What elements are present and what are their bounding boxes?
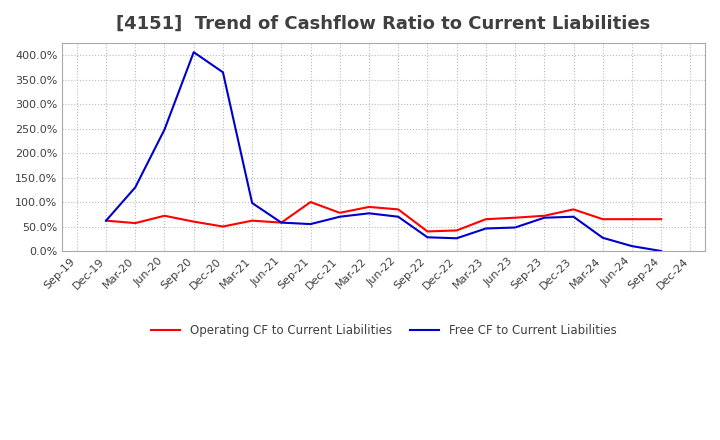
Free CF to Current Liabilities — [394, 214, 402, 220]
Free CF to Current Liabilities — [277, 220, 286, 225]
Operating CF to Current Liabilities — [452, 228, 461, 233]
Line: Operating CF to Current Liabilities: Operating CF to Current Liabilities — [106, 202, 661, 231]
Free CF to Current Liabilities — [160, 127, 168, 132]
Operating CF to Current Liabilities — [482, 216, 490, 222]
Free CF to Current Liabilities — [598, 235, 607, 240]
Operating CF to Current Liabilities — [657, 216, 665, 222]
Operating CF to Current Liabilities — [510, 215, 519, 220]
Operating CF to Current Liabilities — [570, 207, 578, 212]
Free CF to Current Liabilities — [189, 50, 198, 55]
Free CF to Current Liabilities — [452, 236, 461, 241]
Title: [4151]  Trend of Cashflow Ratio to Current Liabilities: [4151] Trend of Cashflow Ratio to Curren… — [117, 15, 651, 33]
Free CF to Current Liabilities — [510, 225, 519, 230]
Operating CF to Current Liabilities — [219, 224, 228, 229]
Free CF to Current Liabilities — [131, 185, 140, 190]
Operating CF to Current Liabilities — [394, 207, 402, 212]
Operating CF to Current Liabilities — [248, 218, 256, 223]
Operating CF to Current Liabilities — [423, 229, 432, 234]
Free CF to Current Liabilities — [570, 214, 578, 220]
Free CF to Current Liabilities — [365, 211, 374, 216]
Operating CF to Current Liabilities — [189, 219, 198, 224]
Free CF to Current Liabilities — [102, 218, 110, 223]
Free CF to Current Liabilities — [628, 243, 636, 249]
Operating CF to Current Liabilities — [131, 220, 140, 226]
Free CF to Current Liabilities — [336, 214, 344, 220]
Free CF to Current Liabilities — [657, 248, 665, 253]
Free CF to Current Liabilities — [540, 215, 549, 220]
Operating CF to Current Liabilities — [306, 199, 315, 205]
Operating CF to Current Liabilities — [277, 220, 286, 225]
Free CF to Current Liabilities — [423, 235, 432, 240]
Free CF to Current Liabilities — [219, 70, 228, 75]
Operating CF to Current Liabilities — [336, 210, 344, 216]
Free CF to Current Liabilities — [248, 200, 256, 205]
Operating CF to Current Liabilities — [628, 216, 636, 222]
Operating CF to Current Liabilities — [160, 213, 168, 218]
Free CF to Current Liabilities — [482, 226, 490, 231]
Operating CF to Current Liabilities — [540, 213, 549, 218]
Legend: Operating CF to Current Liabilities, Free CF to Current Liabilities: Operating CF to Current Liabilities, Fre… — [146, 319, 621, 342]
Operating CF to Current Liabilities — [365, 204, 374, 209]
Free CF to Current Liabilities — [306, 221, 315, 227]
Operating CF to Current Liabilities — [598, 216, 607, 222]
Operating CF to Current Liabilities — [102, 218, 110, 223]
Line: Free CF to Current Liabilities: Free CF to Current Liabilities — [106, 52, 661, 251]
